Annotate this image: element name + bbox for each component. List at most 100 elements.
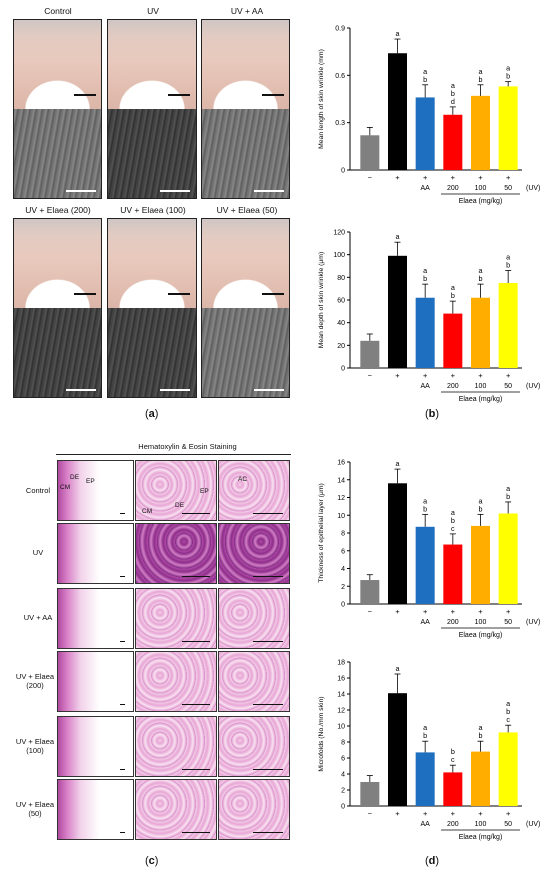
he-micrograph (57, 779, 134, 840)
x-tick-label: + (506, 809, 511, 818)
scale-bar (182, 641, 210, 642)
x-tick-label: + (506, 607, 511, 616)
significance-letter: b (423, 75, 427, 84)
scale-bar (253, 513, 283, 514)
y-tick-label: 0 (341, 168, 345, 175)
y-tick-label: 14 (337, 477, 345, 484)
x-tick-label: + (478, 173, 483, 182)
significance-letter: b (479, 274, 483, 283)
x-tick-sublabel: 200 (447, 619, 459, 626)
scale-bar (120, 769, 125, 770)
panel-letter-b: (b) (425, 408, 440, 420)
significance-letter: b (451, 747, 455, 756)
y-tick-label: 16 (337, 460, 345, 467)
mouse-photo-e50 (201, 218, 290, 398)
y-tick-label: 0 (341, 602, 345, 609)
significance-letter: a (451, 508, 455, 517)
y-tick-label: 12 (337, 708, 345, 715)
significance-letter: a (423, 723, 427, 732)
scale-bar (253, 769, 283, 770)
significance-letter: b (423, 504, 427, 513)
significance-letter: b (506, 72, 510, 81)
significance-letter: b (506, 261, 510, 270)
significance-letter: a (506, 699, 510, 708)
he-micrograph (135, 588, 217, 649)
x-tick-label: + (423, 371, 428, 380)
significance-letter: a (479, 266, 483, 275)
significance-letter: b (479, 731, 483, 740)
significance-letter: a (396, 232, 400, 241)
significance-letter: b (506, 492, 510, 501)
significance-letter: a (423, 67, 427, 76)
chart-wrinkle-depth: 0 20 40 60 80 100 120 Mean depth of skin wrinkl… (318, 230, 540, 404)
x-tick-label: + (395, 607, 400, 616)
scale-bar (253, 641, 283, 642)
mouse-photo-control (13, 19, 102, 199)
he-micrograph (57, 716, 134, 777)
y-tick-label: 0 (341, 366, 345, 373)
y-tick-label: 20 (337, 343, 345, 350)
y-tick-label: 2 (341, 788, 345, 795)
scale-bar (253, 576, 283, 577)
he-micrograph (135, 716, 217, 777)
x-tick-label: + (423, 809, 428, 818)
significance-letter: b (479, 504, 483, 513)
scale-bar (120, 704, 125, 705)
chart-microfolds: 0 2 4 6 8 10 12 14 16 18 Microfolds (No./mm skin) −… (318, 660, 540, 842)
he-micrograph (135, 651, 217, 712)
he-label-cm-mid: CM (142, 508, 153, 515)
bar (443, 313, 463, 368)
mouse-photo-e100 (107, 218, 197, 398)
x-tick-label: − (368, 607, 373, 616)
bar (360, 340, 380, 368)
scale-bar (182, 704, 210, 705)
x-tick-label: + (478, 371, 483, 380)
he-micrograph (57, 523, 134, 584)
scale-bar (182, 576, 210, 577)
bar (471, 525, 490, 604)
y-tick-label: 0.6 (335, 73, 345, 80)
panel-letter-a: (a) (145, 408, 159, 420)
x-tick-sublabel: 100 (475, 619, 487, 626)
significance-letter: a (506, 253, 510, 262)
x-tick-sublabel: 200 (447, 185, 459, 192)
y-axis-label: Thickness of epithelial layer (μm) (318, 483, 325, 582)
x-tick-label: + (451, 809, 456, 818)
bar (415, 297, 435, 368)
scale-bar (120, 832, 125, 833)
photo-title-e50: UV + Elaea (50) (216, 205, 278, 215)
y-axis-label: Microfolds (No./mm skin) (318, 696, 325, 771)
he-header-rule (56, 454, 291, 455)
y-tick-label: 18 (337, 660, 345, 667)
significance-letter: d (451, 97, 455, 106)
chart-epithelial-thickness: 0 2 4 6 8 10 12 14 16 Thickness of epithelial lay… (318, 459, 540, 639)
bar (415, 526, 435, 604)
x-tick-sublabel: 100 (475, 383, 487, 390)
he-row-label-uv: UV (32, 548, 44, 557)
he-micrograph (218, 588, 290, 649)
x-tick-label: + (451, 173, 456, 182)
bar (498, 86, 518, 170)
x-tick-label: + (395, 173, 400, 182)
uv-label: (UV) (526, 185, 540, 192)
significance-letter: c (506, 715, 510, 724)
uv-label: (UV) (526, 619, 540, 626)
x-tick-label: + (423, 173, 428, 182)
he-micrograph (218, 651, 290, 712)
scale-bar (253, 704, 283, 705)
he-label-cm: CM (60, 484, 71, 491)
x-tick-sublabel: 100 (475, 821, 487, 828)
he-micrograph (57, 651, 134, 712)
he-label-ep-mid: EP (200, 488, 209, 495)
he-row-label-e100: UV + Elaea (100) (15, 737, 55, 756)
significance-letter: b (451, 89, 455, 98)
bar (471, 297, 490, 368)
bar (443, 114, 463, 170)
bar (498, 732, 518, 806)
he-row-label-aa: UV + AA (23, 613, 53, 622)
x-tick-label: + (506, 173, 511, 182)
y-tick-label: 100 (333, 252, 345, 259)
significance-letter: a (479, 67, 483, 76)
y-tick-label: 14 (337, 692, 345, 699)
significance-letter: b (506, 707, 510, 716)
